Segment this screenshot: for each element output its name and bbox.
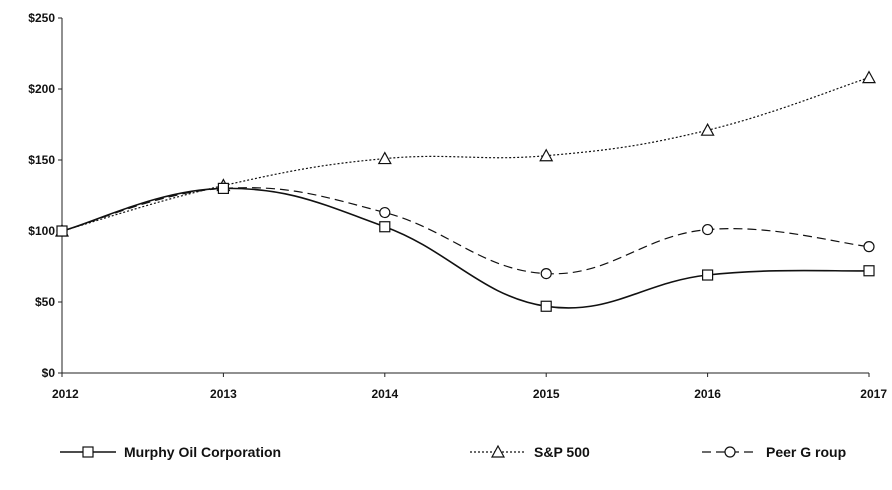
square-marker-murphy-oil-corporation-2012 — [56, 225, 68, 237]
triangle-marker-s-p-500-2016 — [700, 122, 715, 136]
legend-item-murphy-oil-corporation: Murphy Oil Corporation — [60, 444, 281, 460]
legend-triangle-marker-s-p-500 — [490, 444, 506, 458]
x-tick-label: 2017 — [860, 387, 887, 401]
circle-marker-peer-g-roup-2015 — [540, 268, 552, 280]
x-tick-label: 2013 — [210, 387, 237, 401]
square-marker-murphy-oil-corporation-2016 — [701, 269, 714, 281]
x-tick-label: 2016 — [694, 387, 721, 401]
y-tick-label: $0 — [42, 366, 56, 380]
square-marker-murphy-oil-corporation-2017 — [863, 265, 875, 277]
series-layer — [54, 70, 877, 312]
circle-marker-peer-g-roup-2016 — [701, 223, 714, 236]
legend: Murphy Oil Corporation S&P 500 Peer G roup — [60, 444, 846, 460]
axes: $0 $50 $100 $150 $200 $250 2012 2013 2014 2015 201… — [28, 11, 887, 401]
triangle-marker-s-p-500-2014 — [377, 151, 392, 165]
series-line-peer-g-roup — [61, 187, 870, 275]
legend-circle-marker-peer-g-roup — [724, 446, 736, 458]
legend-square-marker-murphy-oil-corporation — [82, 446, 94, 458]
circle-marker-peer-g-roup-2014 — [379, 206, 391, 219]
legend-label-peer-g-roup: Peer G roup — [766, 444, 846, 460]
y-tick-label: $50 — [35, 295, 55, 309]
x-tick-label: 2015 — [533, 387, 560, 401]
series-line-s-p-500 — [61, 77, 870, 232]
y-tick-label: $200 — [28, 82, 55, 96]
series-murphy-oil-corporation — [56, 182, 875, 312]
square-marker-murphy-oil-corporation-2014 — [379, 221, 391, 233]
triangle-marker-s-p-500-2015 — [539, 148, 554, 162]
series-line-murphy-oil-corporation — [61, 187, 870, 309]
x-tick-label: 2012 — [52, 387, 79, 401]
legend-item-s-p-500: S&P 500 — [470, 444, 590, 460]
y-tick-label: $100 — [28, 224, 55, 238]
legend-label-s-p-500: S&P 500 — [534, 444, 590, 460]
y-tick-label: $150 — [28, 153, 55, 167]
square-marker-murphy-oil-corporation-2015 — [540, 300, 552, 312]
y-tick-label: $250 — [28, 11, 55, 25]
x-tick-label: 2014 — [371, 387, 398, 401]
square-marker-murphy-oil-corporation-2013 — [217, 182, 229, 194]
series-peer-g-roup — [56, 182, 875, 280]
series-s-p-500 — [54, 70, 877, 237]
legend-item-peer-g-roup: Peer G roup — [702, 444, 846, 460]
circle-marker-peer-g-roup-2017 — [863, 241, 875, 253]
triangle-marker-s-p-500-2017 — [861, 70, 877, 84]
legend-label-murphy-oil-corporation: Murphy Oil Corporation — [124, 444, 281, 460]
